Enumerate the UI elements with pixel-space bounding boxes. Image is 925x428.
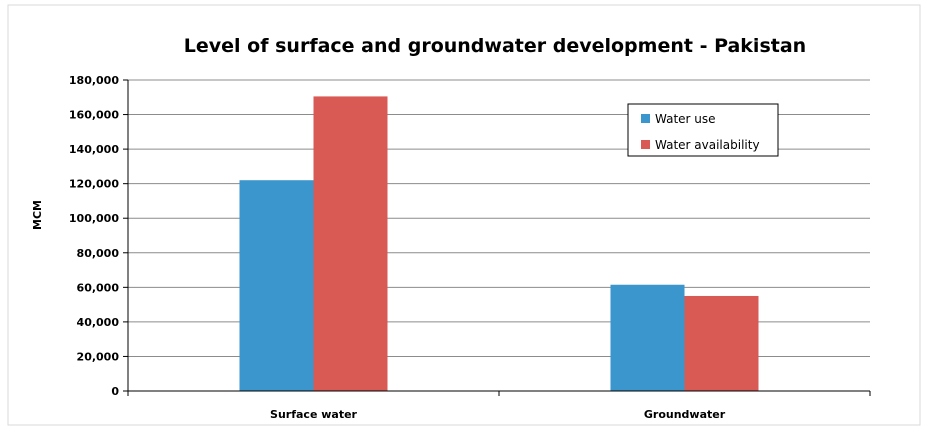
y-tick-label: 60,000 [77,281,120,294]
legend-swatch-water-use [641,114,650,123]
y-tick-label: 0 [111,385,119,398]
y-tick-label: 120,000 [69,178,119,191]
bar-water-availability-groundwater [684,295,759,391]
bar-water-use-surface-water [239,180,314,391]
legend-label-water-availability: Water availability [655,138,760,152]
y-tick-label: 180,000 [69,74,119,87]
y-tick-label: 160,000 [69,109,119,122]
bar-water-use-groundwater [610,284,685,391]
legend-label-water-use: Water use [655,112,716,126]
y-tick-label: 20,000 [77,350,120,363]
x-category-label: Groundwater [644,408,726,421]
legend: Water use Water availability [627,103,779,157]
y-axis-label: MCM [31,200,44,230]
legend-box [627,103,779,157]
bars [239,96,759,392]
y-axis-ticks: 0 20,000 40,000 60,000 80,000 100,000 120,000 1… [69,74,128,398]
y-tick-label: 40,000 [77,316,120,329]
x-axis-categories: Surface water Groundwater [270,408,726,421]
y-tick-label: 140,000 [69,143,119,156]
y-tick-label: 80,000 [77,247,120,260]
chart-title: Level of surface and groundwater develop… [184,35,806,57]
x-category-label: Surface water [270,408,358,421]
y-tick-label: 100,000 [69,212,119,225]
chart-frame [7,4,921,426]
axes [127,80,871,396]
bar-water-availability-surface-water [313,96,388,392]
legend-swatch-water-availability [641,140,650,149]
